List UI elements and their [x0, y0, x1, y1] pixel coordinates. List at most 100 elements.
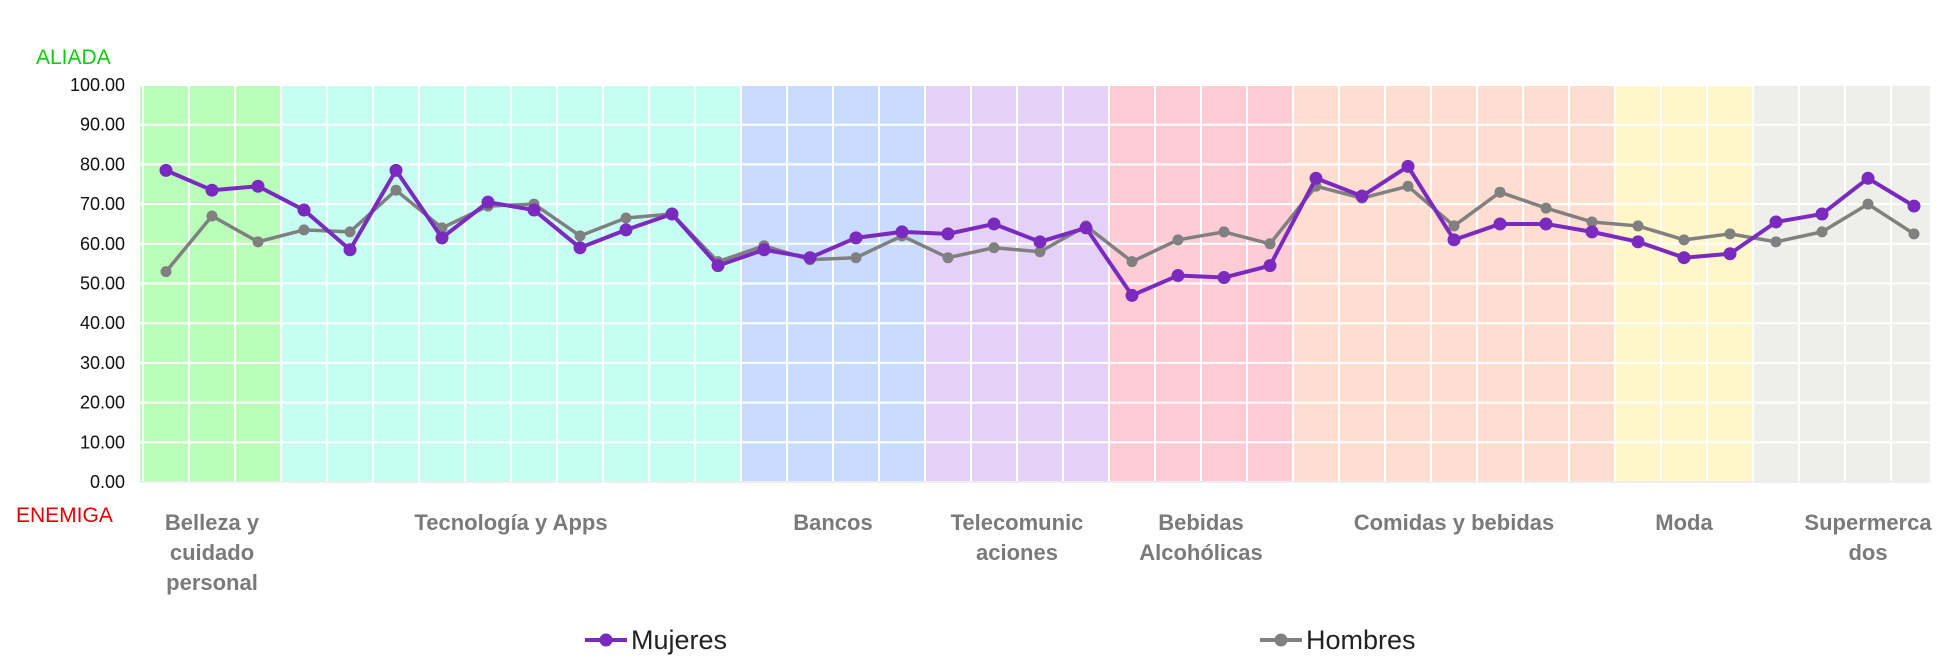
category-labels: Belleza y cuidado personal Tecnología y App… [165, 510, 1932, 595]
data-point-mujeres [849, 231, 863, 245]
data-point-mujeres [1861, 171, 1875, 185]
data-point-mujeres [527, 203, 541, 217]
data-point-mujeres [1033, 235, 1047, 249]
data-point-hombres [1402, 180, 1414, 192]
bottom-label: ENEMIGA [16, 504, 113, 527]
category-label-line: Comidas y bebidas [1354, 510, 1555, 535]
category-label-line: Supermerca [1804, 510, 1932, 535]
data-point-mujeres [1815, 207, 1829, 221]
data-point-mujeres [1631, 235, 1645, 249]
category-label-line: Moda [1655, 510, 1713, 535]
category-label: Bebidas Alcohólicas [1139, 510, 1262, 565]
data-point-mujeres [1907, 199, 1921, 213]
y-tick-label: 50.00 [80, 274, 125, 294]
y-tick-label: 80.00 [80, 154, 125, 174]
y-tick-label: 90.00 [80, 115, 125, 135]
data-point-mujeres [205, 183, 219, 197]
data-point-mujeres [1585, 225, 1599, 239]
data-point-hombres [206, 210, 218, 222]
data-point-mujeres [803, 251, 817, 265]
data-point-hombres [620, 212, 632, 224]
data-point-mujeres [1493, 217, 1507, 231]
data-point-mujeres [941, 227, 955, 241]
y-tick-label: 60.00 [80, 234, 125, 254]
category-label: Supermerca dos [1804, 510, 1932, 565]
data-point-mujeres [159, 163, 173, 177]
series-lines [159, 159, 1921, 302]
data-point-hombres [344, 226, 356, 238]
category-label-line: Tecnología y Apps [414, 510, 607, 535]
data-point-hombres [1448, 220, 1460, 232]
data-point-mujeres [1355, 189, 1369, 203]
data-point-mujeres [343, 243, 357, 257]
data-point-mujeres [619, 223, 633, 237]
data-point-mujeres [987, 217, 1001, 231]
y-tick-label: 100.00 [70, 75, 125, 95]
data-point-mujeres [435, 231, 449, 245]
category-label: Moda [1655, 510, 1713, 535]
data-point-mujeres [1769, 215, 1783, 229]
category-label: Belleza y cuidado personal [165, 510, 260, 595]
data-point-mujeres [573, 241, 587, 255]
top-label: ALIADA [36, 46, 111, 69]
legend-label: Hombres [1306, 625, 1416, 655]
category-label-line: dos [1848, 540, 1887, 565]
legend[interactable]: Mujeres Hombres [585, 625, 1416, 655]
data-point-mujeres [1171, 269, 1185, 283]
category-label-line: Alcohólicas [1139, 540, 1262, 565]
data-point-mujeres [1539, 217, 1553, 231]
category-label-line: Bebidas [1158, 510, 1244, 535]
data-point-hombres [988, 242, 1000, 254]
category-label-line: aciones [976, 540, 1058, 565]
data-point-hombres [1218, 226, 1230, 238]
data-point-hombres [1264, 238, 1276, 250]
data-point-hombres [1586, 216, 1598, 228]
data-point-mujeres [1079, 221, 1093, 235]
y-tick-label: 20.00 [80, 393, 125, 413]
data-point-hombres [298, 224, 310, 236]
data-point-hombres [1724, 228, 1736, 240]
data-point-hombres [1034, 246, 1046, 258]
data-point-hombres [574, 230, 586, 242]
y-tick-label: 30.00 [80, 353, 125, 373]
data-point-hombres [1126, 256, 1138, 268]
category-label-line: Bancos [793, 510, 872, 535]
data-point-hombres [850, 252, 862, 264]
data-point-mujeres [1263, 259, 1277, 273]
category-label: Bancos [793, 510, 872, 535]
y-tick-label: 40.00 [80, 313, 125, 333]
data-point-mujeres [895, 225, 909, 239]
data-point-mujeres [251, 179, 265, 193]
data-point-hombres [1172, 234, 1184, 246]
category-label-line: cuidado [170, 540, 254, 565]
data-point-hombres [1816, 226, 1828, 238]
data-point-hombres [252, 236, 264, 248]
data-point-mujeres [757, 243, 771, 257]
data-point-mujeres [389, 163, 403, 177]
legend-marker [599, 633, 613, 647]
category-label-line: Belleza y [165, 510, 260, 535]
data-point-hombres [1540, 202, 1552, 214]
data-point-mujeres [297, 203, 311, 217]
data-point-mujeres [1401, 159, 1415, 173]
category-label: Telecomunic aciones [951, 510, 1084, 565]
data-point-hombres [942, 252, 954, 264]
y-axis: 0.00 10.00 20.00 30.00 40.00 50.00 60.00 70.00 8… [70, 75, 125, 492]
data-point-mujeres [1677, 251, 1691, 265]
data-point-hombres [1862, 198, 1874, 210]
y-tick-label: 70.00 [80, 194, 125, 214]
data-point-mujeres [1125, 288, 1139, 302]
category-label-line: Telecomunic [951, 510, 1084, 535]
category-label-line: personal [166, 570, 258, 595]
data-point-mujeres [1447, 233, 1461, 247]
data-point-hombres [1632, 220, 1644, 232]
legend-label: Mujeres [631, 625, 727, 655]
data-point-hombres [160, 266, 172, 278]
data-point-hombres [390, 184, 402, 196]
legend-item-mujeres[interactable]: Mujeres [585, 625, 727, 655]
data-point-mujeres [481, 195, 495, 209]
y-tick-label: 0.00 [90, 472, 125, 492]
category-label: Tecnología y Apps [414, 510, 607, 535]
legend-item-hombres[interactable]: Hombres [1260, 625, 1416, 655]
